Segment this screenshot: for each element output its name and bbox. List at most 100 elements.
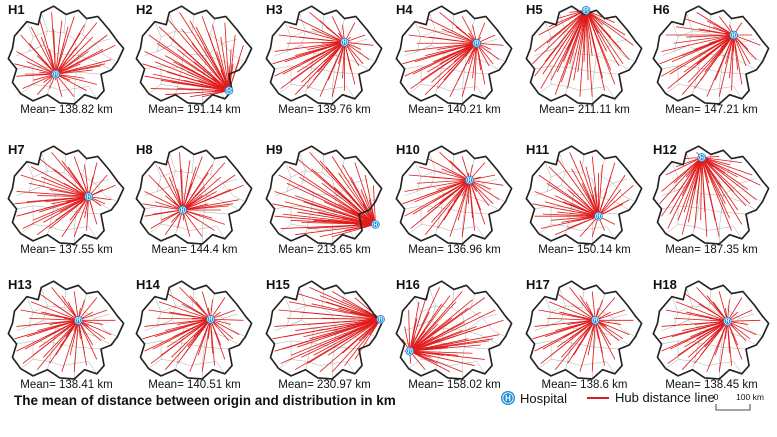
hub-distance-line bbox=[469, 179, 494, 205]
hub-distance-line bbox=[727, 320, 751, 340]
hub-distance-line bbox=[677, 320, 728, 356]
panel-mean-distance: Mean= 139.76 km bbox=[278, 104, 371, 116]
hub-distance-line bbox=[183, 79, 230, 91]
hub-distance-line bbox=[700, 157, 703, 221]
hub-distance-line bbox=[55, 49, 104, 75]
hub-distance-line bbox=[671, 34, 734, 63]
district-boundary bbox=[49, 226, 98, 239]
hub-distance-line bbox=[307, 318, 381, 325]
hub-distance-line bbox=[581, 183, 599, 217]
district-boundary bbox=[596, 55, 630, 71]
region-outline bbox=[395, 5, 513, 105]
district-boundary bbox=[321, 154, 333, 180]
hub-distance-line bbox=[331, 195, 376, 225]
hub-distance-line bbox=[701, 157, 732, 231]
district-boundary bbox=[290, 170, 322, 178]
hub-distance-line bbox=[701, 157, 742, 164]
district-boundary bbox=[567, 226, 616, 239]
hub-distance-line bbox=[554, 320, 596, 370]
hub-distance-line bbox=[544, 319, 596, 338]
hospital-marker-icon: H bbox=[729, 30, 738, 40]
district-boundary bbox=[161, 359, 178, 362]
hub-distance-line bbox=[332, 224, 376, 238]
hospital-marker-icon: H bbox=[178, 205, 187, 215]
district-boundary bbox=[156, 185, 172, 192]
hospital-marker-icon: H bbox=[376, 314, 385, 324]
hub-distance-line bbox=[409, 309, 496, 352]
hub-distance-line bbox=[150, 209, 183, 229]
hub-distance-line bbox=[32, 319, 79, 356]
hospital-marker-letter: H bbox=[379, 317, 383, 323]
district-boundary bbox=[482, 318, 506, 337]
hospital-marker-letter: H bbox=[181, 208, 185, 214]
hub-distance-line bbox=[476, 42, 500, 61]
legend-hospital-label: Hospital bbox=[520, 390, 567, 406]
hospital-marker-icon: H bbox=[224, 86, 234, 95]
hub-distance-line bbox=[55, 69, 93, 75]
hub-distance-line bbox=[55, 55, 75, 75]
hub-distance-line bbox=[181, 168, 184, 211]
hub-distance-line bbox=[182, 209, 226, 225]
district-boundary bbox=[678, 224, 695, 227]
hub-distance-line bbox=[171, 318, 211, 358]
hub-distance-line bbox=[727, 321, 730, 354]
hub-distance-line bbox=[350, 311, 381, 320]
hub-distance-line bbox=[55, 32, 81, 75]
hub-distance-line bbox=[429, 176, 470, 181]
hub-distance-line bbox=[274, 41, 345, 52]
panel-title: H10 bbox=[396, 142, 420, 157]
district-boundary bbox=[739, 43, 763, 62]
hub-distance-line bbox=[303, 41, 345, 63]
hub-distance-line bbox=[447, 179, 470, 213]
district-boundary bbox=[534, 65, 620, 75]
district-boundary bbox=[551, 224, 568, 227]
hub-distance-line bbox=[212, 24, 230, 91]
hub-distance-line bbox=[571, 303, 596, 321]
panel-title: H13 bbox=[8, 277, 32, 292]
district-boundary bbox=[694, 86, 743, 99]
hub-distance-line bbox=[201, 55, 230, 91]
hub-distance-line bbox=[427, 18, 477, 44]
hub-distance-line bbox=[472, 43, 478, 79]
hub-distance-line bbox=[687, 157, 703, 223]
hub-distance-line bbox=[469, 179, 504, 186]
hub-distance-line bbox=[733, 34, 751, 65]
hub-distance-line bbox=[55, 196, 89, 221]
district-boundary bbox=[33, 224, 50, 227]
hub-distance-line bbox=[593, 187, 599, 217]
district-boundary bbox=[161, 84, 178, 87]
hub-distance-line bbox=[404, 42, 477, 52]
hub-distance-line bbox=[661, 34, 734, 52]
map-panel-h10: H H10 Mean= 136.96 km bbox=[390, 140, 519, 276]
district-boundary bbox=[144, 161, 162, 196]
legend-hub-line: Hub distance line bbox=[587, 390, 715, 405]
hub-line-swatch bbox=[587, 396, 609, 399]
panel-mean-distance: Mean= 158.02 km bbox=[408, 379, 501, 391]
district-boundary bbox=[183, 193, 207, 213]
scale-label-100: 100 km bbox=[736, 392, 764, 402]
hub-distance-line bbox=[556, 158, 599, 217]
hospital-marker-icon: H bbox=[51, 69, 61, 79]
hub-distance-line bbox=[37, 319, 79, 331]
region-outline bbox=[135, 280, 253, 380]
district-boundary bbox=[222, 183, 246, 202]
hub-distance-line bbox=[20, 174, 89, 198]
hub-distance-line bbox=[55, 43, 65, 75]
hub-distance-line bbox=[311, 28, 345, 43]
district-boundary bbox=[404, 21, 422, 56]
hub-distance-line bbox=[182, 191, 217, 211]
hub-distance-line bbox=[718, 291, 728, 322]
district-boundary bbox=[55, 53, 79, 73]
district-boundary bbox=[160, 170, 192, 178]
hospital-marker-letter: H bbox=[593, 318, 597, 324]
map-panel-h6: H H6 Mean= 147.21 km bbox=[647, 0, 776, 136]
hub-distance-line bbox=[323, 318, 381, 338]
hub-distance-line bbox=[30, 26, 57, 75]
hub-distance-line bbox=[598, 203, 624, 217]
hub-distance-line bbox=[317, 318, 381, 348]
hub-distance-line bbox=[77, 320, 94, 346]
hub-distance-line bbox=[78, 297, 98, 321]
legend-line-label: Hub distance line bbox=[615, 390, 715, 405]
district-boundary bbox=[404, 161, 422, 196]
panel-title: H12 bbox=[653, 142, 677, 157]
